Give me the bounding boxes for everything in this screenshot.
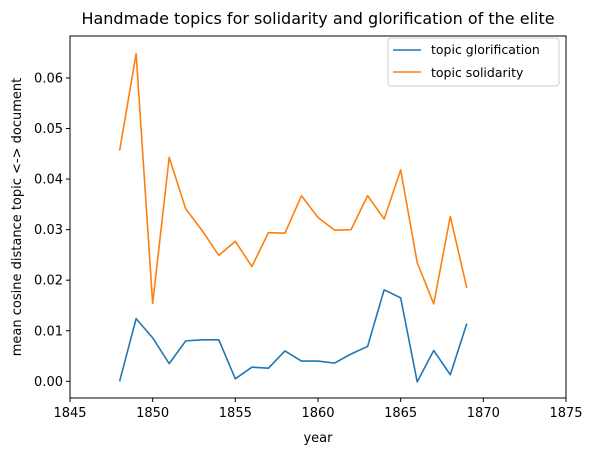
y-tick-label: 0.02 — [34, 274, 63, 289]
x-tick-label: 1865 — [384, 406, 417, 421]
x-axis: 1845 1850 1855 1860 1865 1870 1875 — [53, 398, 583, 421]
legend-label-glorification: topic glorification — [431, 42, 540, 57]
y-tick-label: 0.06 — [34, 71, 63, 86]
x-axis-label: year — [303, 431, 333, 446]
x-tick-label: 1855 — [219, 406, 252, 421]
plot-lines — [118, 52, 468, 383]
x-tick-label: 1870 — [467, 406, 500, 421]
y-tick-label: 0.05 — [34, 122, 63, 137]
x-tick-label: 1875 — [549, 406, 582, 421]
y-axis-label: mean cosine distance topic <-> document — [10, 78, 25, 356]
series-line-topic-glorification — [118, 288, 468, 383]
y-tick-label: 0.03 — [34, 223, 63, 238]
y-tick-label: 0.00 — [34, 375, 63, 390]
x-tick-label: 1860 — [301, 406, 334, 421]
legend-box — [387, 37, 560, 87]
x-tick-label: 1845 — [53, 406, 86, 421]
x-tick-label: 1850 — [136, 406, 169, 421]
legend: topic glorification topic solidarity — [387, 37, 560, 87]
chart-title: Handmade topics for solidarity and glori… — [81, 9, 554, 28]
y-tick-label: 0.01 — [34, 324, 63, 339]
legend-label-solidarity: topic solidarity — [431, 65, 524, 80]
y-tick-label: 0.04 — [34, 173, 63, 188]
y-axis: 0.00 0.01 0.02 0.03 0.04 0.05 0.06 — [34, 71, 70, 390]
series-line-topic-solidarity — [118, 52, 468, 305]
